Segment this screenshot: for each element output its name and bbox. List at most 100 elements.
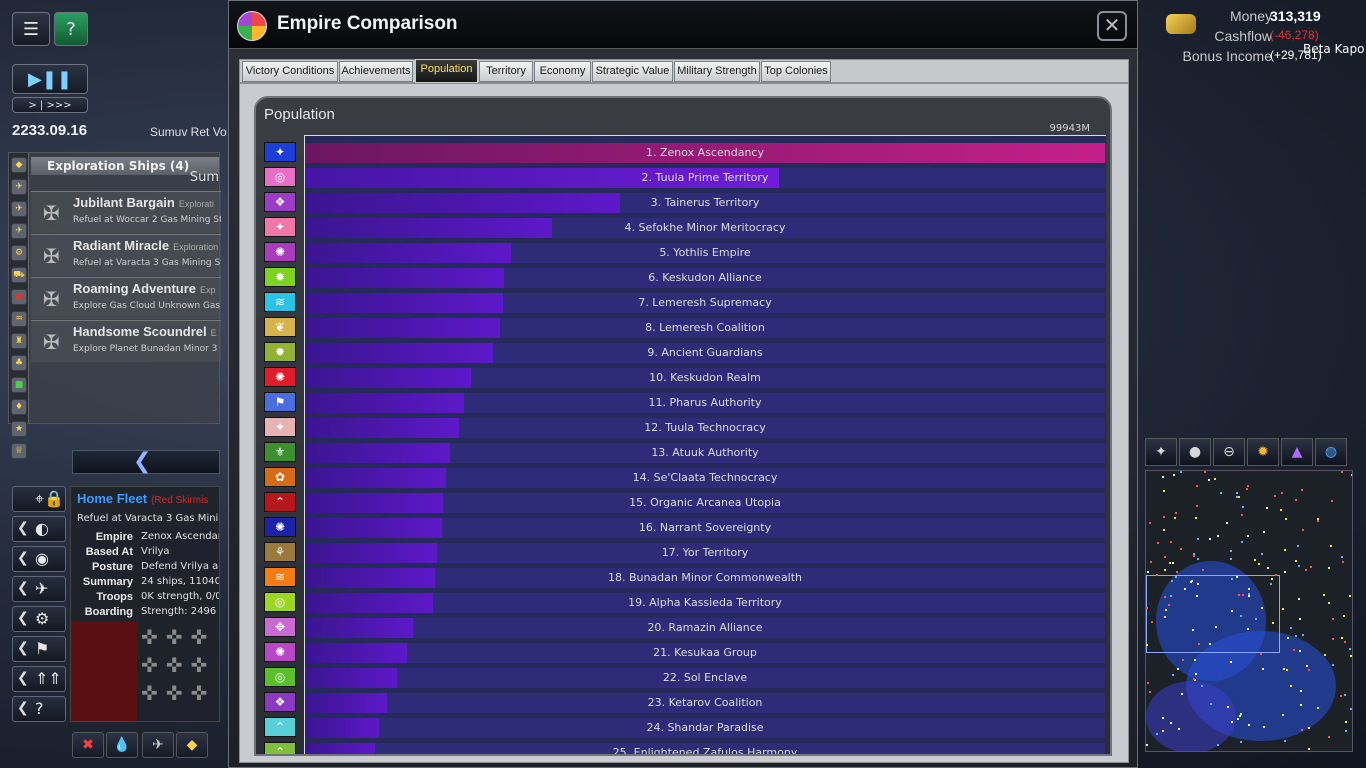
category-tab-icon[interactable]: ♕ bbox=[11, 443, 27, 459]
fleet-target-button[interactable]: ⌖🔒 bbox=[12, 486, 66, 512]
empire-population-row[interactable]: ≋ 7. Lemeresh Supremacy bbox=[262, 290, 1110, 315]
empire-population-row[interactable]: ✥ 20. Ramazin Alliance bbox=[262, 615, 1110, 640]
ship-list-item[interactable]: ✠ Roaming Adventure Exp Explore Gas Cloud… bbox=[31, 277, 221, 319]
fleet-troops-button[interactable]: ❮ ⇑⇑ bbox=[12, 666, 66, 692]
empire-population-row[interactable]: ◎ 22. Sol Enclave bbox=[262, 665, 1110, 690]
map-filter-ringed-planet[interactable]: ⊖ bbox=[1213, 438, 1245, 466]
category-tab-icon[interactable]: ♜ bbox=[11, 333, 27, 349]
menu-button[interactable]: ☰ bbox=[12, 12, 50, 46]
category-tab-icon[interactable]: ◆ bbox=[11, 157, 27, 173]
empire-name-label: 5. Yothlis Empire bbox=[659, 246, 751, 259]
ship-list-item[interactable]: ✠ Handsome Scoundrel E Explore Planet Bun… bbox=[31, 320, 221, 362]
dialog-title: Empire Comparison bbox=[277, 13, 458, 34]
fleet-field-label: Summary bbox=[82, 576, 133, 588]
empire-population-row[interactable]: ❖ 3. Tainerus Territory bbox=[262, 190, 1110, 215]
empire-population-row[interactable]: ⌃ 15. Organic Arcanea Utopia bbox=[262, 490, 1110, 515]
tab-victory-conditions[interactable]: Victory Conditions bbox=[242, 61, 338, 82]
empire-population-row[interactable]: ✺ 16. Narrant Sovereignty bbox=[262, 515, 1110, 540]
dialog-title-bar[interactable]: Empire Comparison ✕ bbox=[229, 1, 1137, 49]
minimap-star bbox=[1236, 496, 1238, 498]
minimap-star bbox=[1274, 495, 1276, 497]
minimap-star bbox=[1163, 490, 1165, 492]
population-bar bbox=[305, 368, 471, 388]
minimap-star bbox=[1308, 727, 1310, 729]
minimap-star bbox=[1193, 555, 1195, 557]
ship-icon: ✈ bbox=[35, 579, 49, 598]
map-filter-planet[interactable]: ● bbox=[1179, 438, 1211, 466]
population-bar-track bbox=[305, 468, 1105, 488]
map-filter-satellite[interactable]: ✦ bbox=[1145, 438, 1177, 466]
empire-population-row[interactable]: ◎ 2. Tuula Prime Territory bbox=[262, 165, 1110, 190]
map-filter-galaxy[interactable]: ◍ bbox=[1315, 438, 1347, 466]
fleet-name[interactable]: Home Fleet bbox=[77, 491, 148, 506]
empire-population-row[interactable]: ✹ 6. Keskudon Alliance bbox=[262, 265, 1110, 290]
panel-nav-bar[interactable]: ❮ bbox=[72, 449, 220, 474]
ship-button[interactable]: ✈ bbox=[142, 732, 174, 758]
tab-strategic-value[interactable]: Strategic Value bbox=[592, 61, 673, 82]
category-tab-icon[interactable]: ⛟ bbox=[11, 267, 27, 283]
empire-population-row[interactable]: ⌃ 25. Enlightened Zafulos Harmony bbox=[262, 740, 1110, 754]
empire-population-row[interactable]: ✺ 10. Keskudon Realm bbox=[262, 365, 1110, 390]
tab-top-colonies[interactable]: Top Colonies bbox=[761, 61, 831, 82]
empire-population-row[interactable]: ✺ 5. Yothlis Empire bbox=[262, 240, 1110, 265]
fleet-ships-button[interactable]: ❮ ✈ bbox=[12, 576, 66, 602]
game-speed-control[interactable]: > | >>> bbox=[12, 97, 88, 113]
empire-name-label: 10. Keskudon Realm bbox=[649, 371, 761, 384]
fleet-view-button[interactable]: ❮ ◉ bbox=[12, 546, 66, 572]
category-tab-icon[interactable]: ♣ bbox=[11, 355, 27, 371]
category-tab-icon[interactable]: ♒ bbox=[11, 311, 27, 327]
tab-economy[interactable]: Economy bbox=[534, 61, 591, 82]
empire-population-row[interactable]: ❖ 23. Ketarov Coalition bbox=[262, 690, 1110, 715]
category-tab-icon[interactable]: ✈ bbox=[11, 223, 27, 239]
tab-military-strength[interactable]: Military Strength bbox=[674, 61, 760, 82]
fleet-help-button[interactable]: ❮? bbox=[12, 696, 66, 722]
category-tab-icon[interactable]: ✈ bbox=[11, 201, 27, 217]
fleet-planet-button[interactable]: ❮ ◐ bbox=[12, 516, 66, 542]
empire-population-row[interactable]: ⌃ 24. Shandar Paradise bbox=[262, 715, 1110, 740]
category-tab-icon[interactable]: ● bbox=[11, 289, 27, 305]
fleet-field-value: Defend Vrilya an bbox=[141, 561, 220, 572]
minimap-star bbox=[1305, 569, 1307, 571]
empire-population-row[interactable]: ✦ 12. Tuula Technocracy bbox=[262, 415, 1110, 440]
category-tab-icon[interactable]: ★ bbox=[11, 421, 27, 437]
cargo-button[interactable]: ◆ bbox=[176, 732, 208, 758]
category-tab-icon[interactable]: ♦ bbox=[11, 399, 27, 415]
ship-list-item[interactable]: ✠ Radiant Miracle Exploration Refuel at V… bbox=[31, 234, 221, 276]
tab-territory[interactable]: Territory bbox=[479, 61, 533, 82]
empire-population-row[interactable]: ◎ 19. Alpha Kassieda Territory bbox=[262, 590, 1110, 615]
empire-population-row[interactable]: ≋ 18. Bunadan Minor Commonwealth bbox=[262, 565, 1110, 590]
category-tab-icon[interactable]: ■ bbox=[11, 377, 27, 393]
ship-list-item[interactable]: ✠ Jubilant Bargain Explorati Refuel at Wo… bbox=[31, 191, 221, 233]
chart-max-label: 99943M bbox=[1049, 123, 1090, 134]
empire-population-row[interactable]: ✺ 21. Kesukaa Group bbox=[262, 640, 1110, 665]
fleet-flag-button[interactable]: ❮ ⚑ bbox=[12, 636, 66, 662]
ship-name: Jubilant Bargain bbox=[73, 195, 175, 210]
empire-population-row[interactable]: ⚘ 17. Yor Territory bbox=[262, 540, 1110, 565]
ship-role: Exp bbox=[200, 285, 216, 295]
exploration-ships-header[interactable]: Exploration Ships (4) Sum bbox=[31, 157, 219, 185]
map-filter-star[interactable]: ✹ bbox=[1247, 438, 1279, 466]
tab-population[interactable]: Population bbox=[415, 59, 478, 83]
tab-achievements[interactable]: Achievements bbox=[339, 61, 413, 82]
empire-population-row[interactable]: ⚜ 13. Atuuk Authority bbox=[262, 440, 1110, 465]
refuel-button[interactable]: 💧 bbox=[106, 732, 138, 758]
map-filter-nebula[interactable]: ▲ bbox=[1281, 438, 1313, 466]
help-button[interactable]: ? bbox=[54, 12, 88, 46]
empire-population-row[interactable]: ⚑ 11. Pharus Authority bbox=[262, 390, 1110, 415]
empire-flag-icon: ✺ bbox=[264, 242, 296, 262]
play-pause-button[interactable]: ▶❚❚ bbox=[12, 64, 88, 94]
empire-population-row[interactable]: ❦ 8. Lemeresh Coalition bbox=[262, 315, 1110, 340]
category-tab-icon[interactable]: ⚙ bbox=[11, 245, 27, 261]
empire-population-row[interactable]: ✦ 4. Sefokhe Minor Meritocracy bbox=[262, 215, 1110, 240]
close-button[interactable]: ✕ bbox=[1097, 11, 1127, 41]
chevron-left-icon: ❮ bbox=[17, 520, 29, 536]
minimap-star bbox=[1298, 565, 1300, 567]
empire-population-row[interactable]: ✿ 14. Se'Claata Technocracy bbox=[262, 465, 1110, 490]
empire-population-row[interactable]: ✹ 9. Ancient Guardians bbox=[262, 340, 1110, 365]
galaxy-minimap[interactable] bbox=[1145, 470, 1353, 752]
minimap-viewport[interactable] bbox=[1146, 575, 1280, 653]
scrap-button[interactable]: ✖ bbox=[72, 732, 104, 758]
category-tab-icon[interactable]: ✈ bbox=[11, 179, 27, 195]
empire-population-row[interactable]: ✦ 1. Zenox Ascendancy bbox=[262, 140, 1110, 165]
fleet-settings-button[interactable]: ❮ ⚙ bbox=[12, 606, 66, 632]
